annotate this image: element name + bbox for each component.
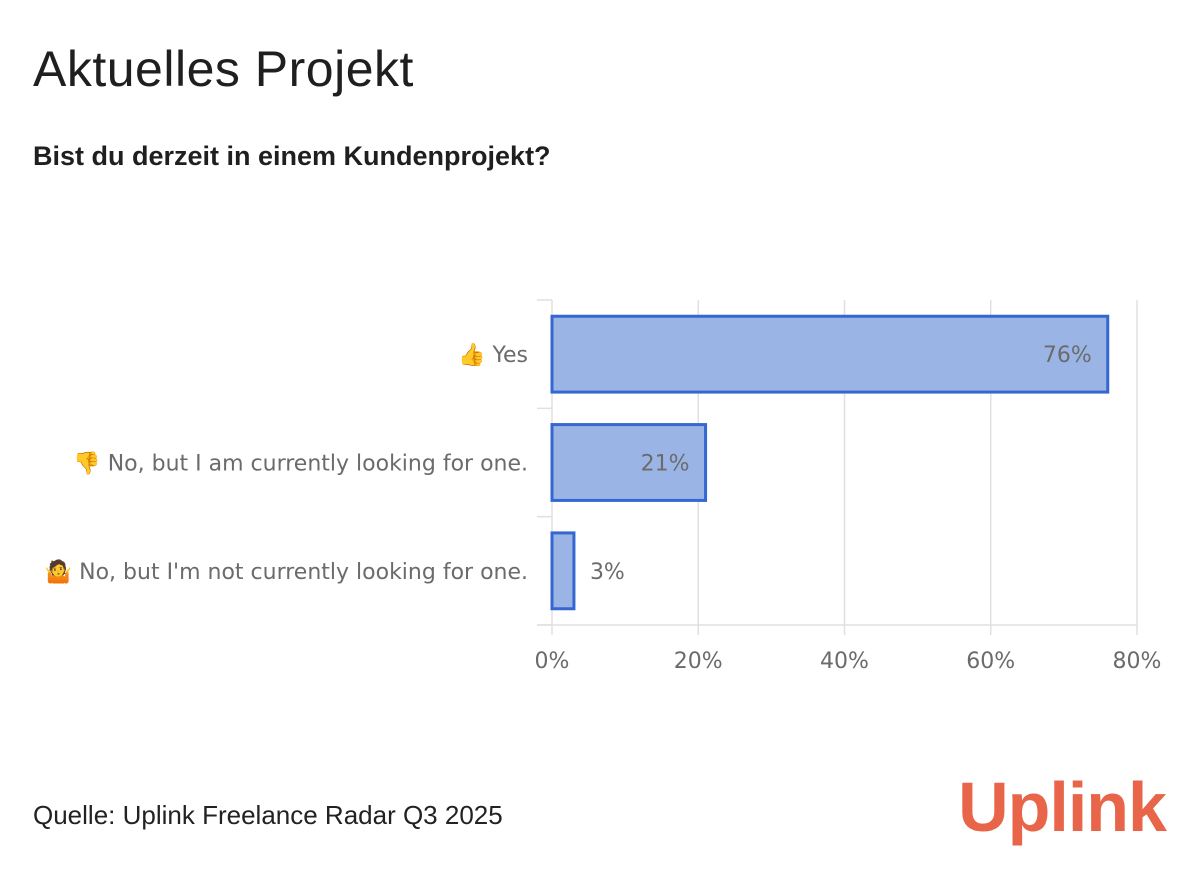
bar — [550, 423, 708, 502]
bar-chart: 0% 20% 40% 60% 80% 👍 Yes 76% 👎 No, but I am cur… — [45, 299, 1162, 674]
category-label: 👍 Yes — [458, 342, 528, 368]
category-label: 👎 No, but I am currently looking for one… — [73, 451, 528, 477]
source-note: Quelle: Uplink Freelance Radar Q3 2025 — [33, 800, 503, 830]
chart-subtitle: Bist du derzeit in einem Kundenprojekt? — [33, 141, 551, 171]
x-tick-label: 60% — [966, 649, 1015, 674]
x-tick-label: 0% — [535, 649, 570, 674]
x-tick-label: 20% — [674, 649, 723, 674]
data-label: 21% — [641, 452, 690, 477]
category-label: 🤷 No, but I'm not currently looking for … — [45, 558, 528, 585]
page-title: Aktuelles Projekt — [33, 41, 414, 97]
x-tick-label: 80% — [1113, 649, 1162, 674]
brand-logo: Uplink — [958, 768, 1167, 846]
data-label: 76% — [1043, 343, 1092, 368]
bar — [550, 531, 576, 611]
data-label: 3% — [590, 560, 625, 585]
x-tick-label: 40% — [820, 649, 869, 674]
bar — [550, 314, 1110, 394]
